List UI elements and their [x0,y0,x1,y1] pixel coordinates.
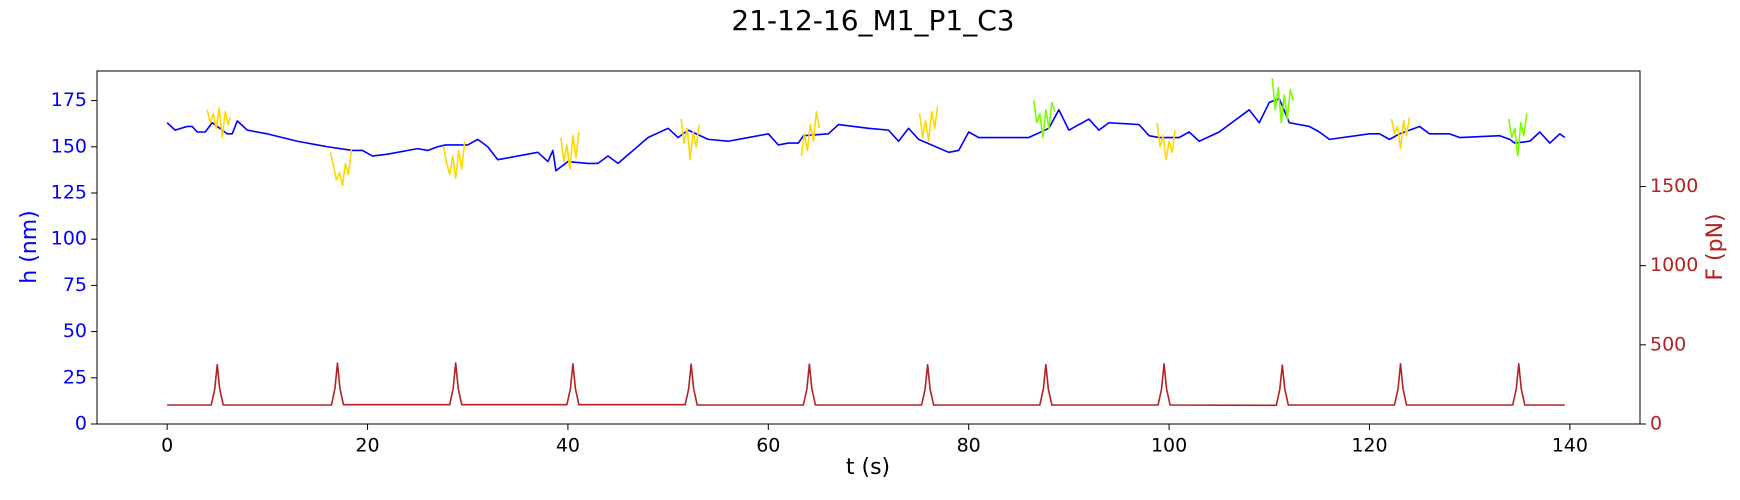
x-tick-label: 20 [355,435,379,457]
series-line [1390,117,1411,150]
x-tick-label: 60 [756,435,780,457]
y-tick-label: 100 [51,228,87,250]
series-line [167,362,1565,407]
y2-tick-label: 1500 [1650,175,1698,197]
series-line [1033,100,1056,139]
y-tick-label: 150 [51,135,87,157]
series-line [1271,78,1295,124]
x-tick-label: 100 [1151,435,1187,457]
chart-title: 21-12-16_M1_P1_C3 [731,4,1014,37]
x-tick-label: 140 [1552,435,1588,457]
y-tick-label: 75 [63,274,87,296]
series-line [1507,113,1528,157]
y-tick-label: 0 [75,413,87,435]
x-tick-label: 0 [161,435,173,457]
series-line [1156,122,1176,161]
y2-tick-label: 500 [1650,333,1686,355]
y-tick-label: 175 [51,89,87,111]
series-line [800,110,821,157]
plot-frame [96,70,1641,425]
y-tick-label: 125 [51,181,87,203]
y2-tick-label: 1000 [1650,254,1698,276]
series-line [206,107,232,139]
x-tick-label: 120 [1351,435,1387,457]
x-tick-label: 80 [957,435,981,457]
x-axis-label: t (s) [846,455,890,480]
series-line [560,131,580,170]
y-tick-label: 25 [63,366,87,388]
series-line [680,118,700,161]
x-tick-label: 40 [556,435,580,457]
series-line [329,148,353,187]
y2-axis-label: F (pN) [1703,213,1728,280]
series-line [442,141,466,179]
y-tick-label: 50 [63,320,87,342]
series-line [166,97,1566,172]
y-axis-label: h (nm) [17,210,42,283]
y2-tick-label: 0 [1650,413,1662,435]
series-line [918,106,939,143]
